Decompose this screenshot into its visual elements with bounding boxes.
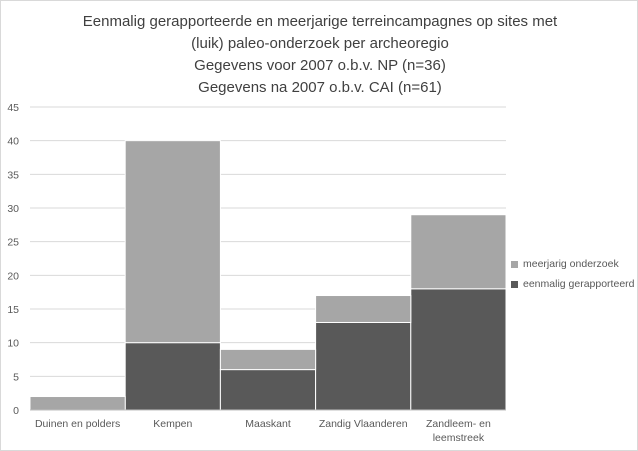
y-tick-label-25: 25 — [7, 237, 19, 249]
bar-meerjarig-4 — [410, 214, 507, 290]
y-tick-label-20: 20 — [7, 270, 19, 282]
bar-eenmalig-4 — [410, 288, 507, 411]
y-tick-label-10: 10 — [7, 338, 19, 350]
chart-title-line-4: Gegevens na 2007 o.b.v. CAI (n=61) — [198, 79, 442, 96]
legend-swatch-eenmalig — [511, 280, 518, 288]
x-tick-label-3: Zandig Vlaanderen — [319, 418, 408, 430]
bar-meerjarig-0 — [29, 396, 126, 411]
legend-item-meerjarig: meerjarig onderzoek — [511, 258, 619, 270]
bar-eenmalig-1 — [124, 342, 221, 411]
chart-title-line-1: Eenmalig gerapporteerde en meerjarige te… — [82, 13, 558, 30]
chart-title-line-2: (luik) paleo-onderzoek per archeoregio — [191, 35, 449, 52]
y-tick-label-5: 5 — [13, 371, 19, 383]
chart-title-line-3: Gegevens voor 2007 o.b.v. NP (n=36) — [194, 57, 446, 74]
y-tick-label-35: 35 — [7, 169, 19, 181]
x-tick-label-2: Maaskant — [245, 418, 291, 430]
legend-swatch-meerjarig — [511, 260, 518, 268]
y-tick-label-15: 15 — [7, 304, 19, 316]
bar-eenmalig-3 — [315, 321, 412, 411]
bar-meerjarig-3 — [315, 295, 412, 323]
x-tick-label-1: Kempen — [153, 418, 192, 430]
x-tick-label-4-line-2: leemstreek — [433, 432, 485, 444]
y-tick-label-0: 0 — [13, 405, 19, 417]
y-tick-label-30: 30 — [7, 203, 19, 215]
bar-meerjarig-2 — [219, 348, 317, 371]
bar-meerjarig-1 — [124, 140, 221, 344]
y-tick-label-45: 45 — [7, 102, 19, 114]
x-tick-label-4: Zandleem- en — [426, 418, 491, 430]
legend-item-eenmalig: eenmalig gerapporteerd — [511, 278, 635, 290]
x-tick-label-0: Duinen en polders — [35, 418, 120, 430]
legend-label-eenmalig: eenmalig gerapporteerd — [523, 278, 635, 290]
bar-eenmalig-2 — [219, 369, 317, 411]
legend-label-meerjarig: meerjarig onderzoek — [523, 258, 619, 270]
y-tick-label-40: 40 — [7, 136, 19, 148]
